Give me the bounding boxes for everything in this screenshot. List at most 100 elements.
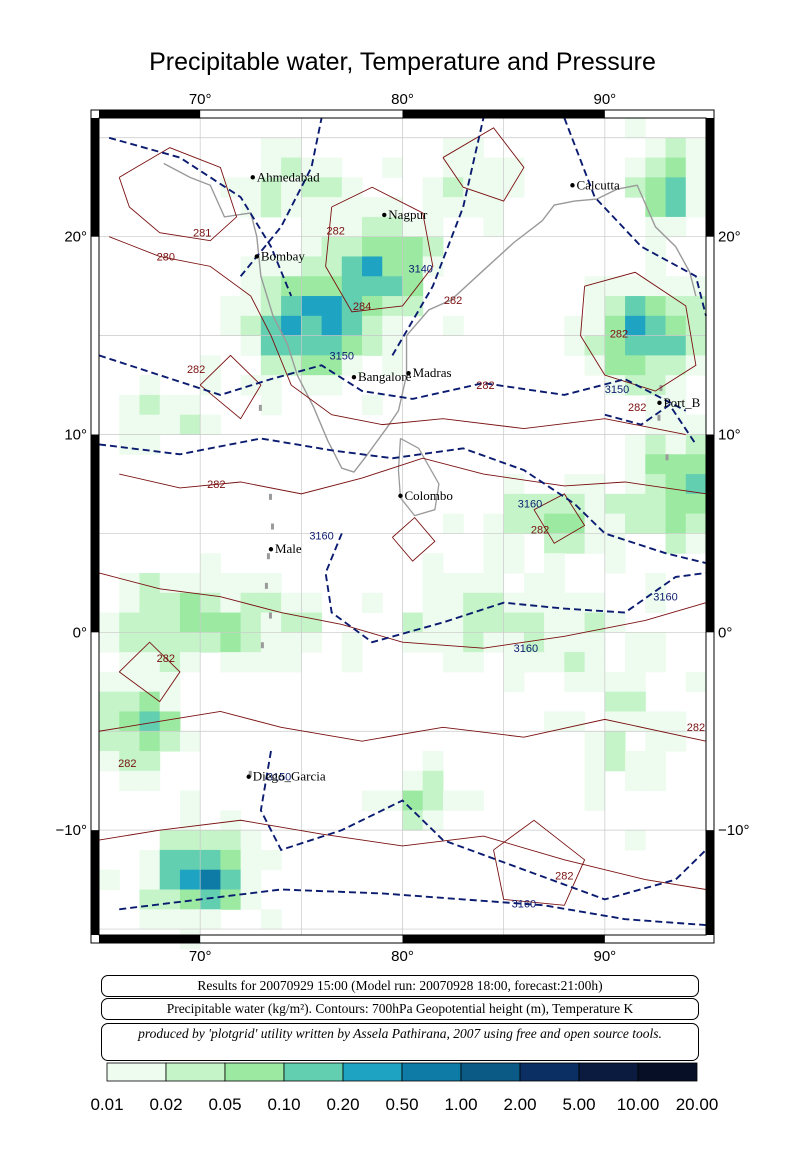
contour-label: 3140 [408, 263, 432, 275]
contour-label: 282 [207, 479, 225, 491]
map-panel: 281 280 282 3140 284 282 282 282 3150 282 3150 282 2… [56, 91, 750, 965]
colorbar-tick-label: 0.02 [149, 1095, 183, 1114]
city-dot [268, 547, 274, 552]
colorbar-tick-label: 0.10 [267, 1095, 301, 1114]
city-dot [570, 183, 575, 188]
city-label: Bombay [261, 248, 306, 263]
units-caption: Precipitable water (kg/m²). Contours: 70… [101, 998, 699, 1020]
colorbar-tick-label: 0.01 [90, 1095, 124, 1114]
contour-labels: 281 280 282 3140 284 282 282 282 3150 282 3150 282 2… [118, 226, 705, 911]
contour-label: 3150 [605, 384, 629, 396]
contour-label: 3160 [309, 530, 333, 542]
results-caption: Results for 20070929 15:00 (Model run: 2… [101, 975, 699, 997]
city-marker: Nagpur [382, 207, 428, 222]
contour-label: 3150 [330, 350, 354, 362]
lon-tick-label: 90° [593, 948, 616, 965]
city-label: Bangalore [358, 369, 412, 384]
contour-label: 282 [157, 653, 175, 665]
contour-label: 3160 [518, 499, 542, 511]
city-dot [254, 254, 260, 259]
city-dot [657, 400, 662, 406]
precipitable-water-grid [99, 118, 707, 950]
colorbar-segment [165, 1062, 226, 1082]
lon-tick-label: 70° [189, 948, 212, 965]
city-marker: Diego_Garcia [246, 769, 326, 784]
city-label: Nagpur [388, 207, 428, 222]
city-label: Diego_Garcia [253, 769, 326, 784]
city-marker: Male [268, 541, 302, 556]
city-dot [406, 370, 411, 376]
lon-tick-label: 80° [391, 91, 414, 108]
colorbar-tick-label: 5.00 [562, 1095, 596, 1114]
lat-tick-label: 20° [718, 229, 741, 246]
colorbar [106, 1062, 698, 1082]
colorbar-segment [401, 1062, 462, 1082]
city-dot [351, 374, 357, 380]
city-label: Colombo [404, 488, 452, 503]
colorbar-tick-label: 2.00 [503, 1095, 537, 1114]
colorbar-segment [342, 1062, 403, 1082]
city-marker: Bombay [254, 248, 306, 263]
contour-label: 3150 [267, 772, 291, 784]
contour-label: 282 [444, 295, 462, 307]
city-dot [382, 212, 387, 218]
city-marker: Colombo [398, 488, 453, 503]
contour-label: 282 [187, 364, 205, 376]
city-label: Male [275, 541, 302, 556]
contour-label: 282 [118, 758, 136, 770]
city-label: Port_B [663, 395, 700, 410]
contour-label: 280 [157, 251, 175, 263]
colorbar-segment [106, 1062, 167, 1082]
city-label: Ahmedabad [257, 169, 320, 184]
city-dot [398, 493, 403, 499]
contour-label: 282 [687, 722, 705, 734]
colorbar-segment [519, 1062, 580, 1082]
city-dot [246, 774, 251, 779]
city-marker: Bangalore [351, 369, 412, 384]
city-label: Madras [413, 365, 452, 380]
temperature-contours [98, 127, 707, 906]
map-title: Precipitable water, Temperature and Pres… [149, 48, 656, 76]
colorbar-segment [224, 1062, 285, 1082]
colorbar-segment [578, 1062, 639, 1082]
colorbar-tick-label: 10.00 [616, 1095, 660, 1114]
contour-label: 282 [610, 329, 628, 341]
axis-tick-labels: 70° 70° 80° 80° 90° 90° 20° 20° 10° 10° 0° 0° −10° −1… [56, 91, 750, 965]
lon-tick-label: 70° [189, 91, 212, 108]
lat-tick-label: 10° [64, 427, 87, 444]
colorbar-segment [460, 1062, 521, 1082]
contour-label: 281 [193, 228, 211, 240]
lat-tick-label: 0° [718, 624, 732, 641]
colorbar-tick-label: 1.00 [444, 1095, 478, 1114]
credit-caption: produced by 'plotgrid' utility written b… [101, 1023, 699, 1061]
city-dot [250, 175, 255, 180]
colorbar-segment [637, 1062, 698, 1082]
colorbar-tick-label: 0.20 [326, 1095, 360, 1114]
lat-tick-label: 0° [73, 624, 87, 641]
contour-label: 282 [476, 380, 494, 392]
colorbar-tick-label: 0.05 [208, 1095, 242, 1114]
lat-tick-label: −10° [718, 822, 749, 839]
lon-tick-label: 90° [593, 91, 616, 108]
contour-label: 282 [555, 871, 573, 883]
contour-label: 284 [353, 301, 371, 313]
contour-label: 282 [327, 226, 345, 238]
map-frame [90, 109, 715, 944]
contour-label: 282 [628, 402, 646, 414]
contour-label: 3160 [653, 592, 677, 604]
city-marker: Port_B [657, 395, 701, 410]
contour-label: 3160 [512, 898, 536, 910]
contour-label: 282 [531, 524, 549, 536]
city-label: Calcutta [576, 177, 620, 192]
lat-tick-label: −10° [56, 822, 87, 839]
colorbar-segment [283, 1062, 344, 1082]
city-marker: Calcutta [570, 177, 620, 192]
colorbar-tick-label: 0.50 [385, 1095, 419, 1114]
city-marker: Madras [406, 365, 452, 380]
colorbar-tick-label: 20.00 [675, 1095, 719, 1114]
lat-tick-label: 20° [64, 229, 87, 246]
lon-tick-label: 80° [391, 948, 414, 965]
lat-tick-label: 10° [718, 427, 741, 444]
contour-label: 3160 [514, 643, 538, 655]
